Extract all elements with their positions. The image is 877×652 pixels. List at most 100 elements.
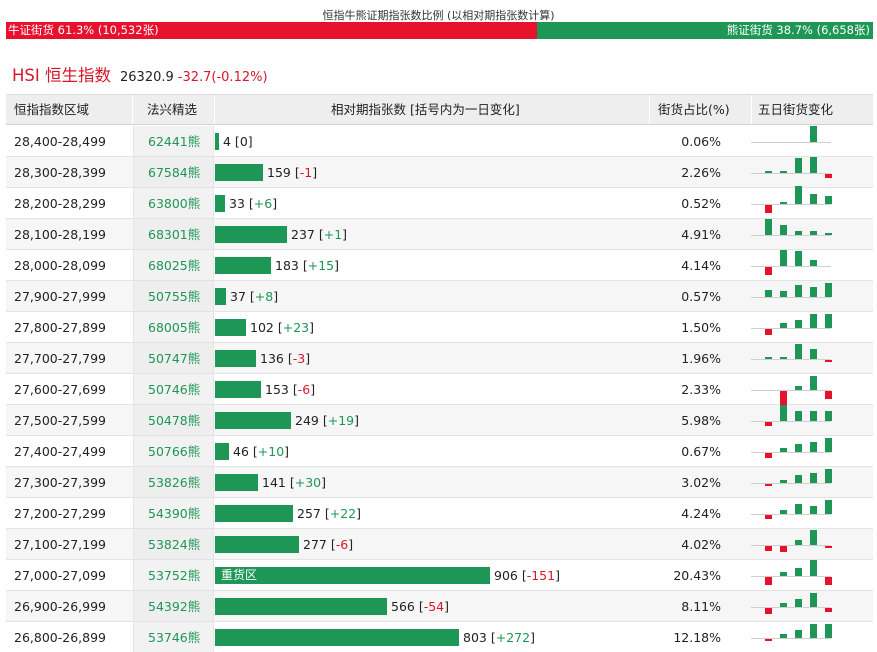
contracts-label: 183 [+15] [275,258,339,273]
warrant-code-link[interactable]: 53752熊 [148,568,201,583]
trend-bar [795,320,802,328]
contracts-bar [215,443,229,460]
trend-bar [810,287,817,297]
warrant-code-link[interactable]: 50755熊 [148,289,201,304]
trend-bar [780,634,787,638]
contracts-label: 159 [-1] [267,165,318,180]
contracts-bar [215,505,293,522]
range-cell: 27,900-27,999 [14,289,106,304]
contracts-bar [215,350,256,367]
daily-change: +8 [254,289,274,304]
warrant-code-link[interactable]: 67584熊 [148,165,201,180]
warrant-code-link[interactable]: 68301熊 [148,227,201,242]
contracts-label: 46 [+10] [233,444,290,459]
range-cell: 28,000-28,099 [14,258,106,273]
trend-bar [825,196,832,204]
trend-bar [765,608,772,614]
contracts-value: 249 [295,413,319,428]
trend-bar [780,250,787,266]
code-cell: 68301熊 [133,219,214,249]
trend-bar [810,376,817,390]
contracts-label: 906 [-151] [494,568,560,583]
share-cell: 0.52% [681,196,721,211]
table-row: 27,900-27,999 50755熊 37 [+8] 0.57% [6,281,873,312]
trend-bar [780,225,787,235]
header-contracts: 相对期指张数 [括号内为一日变化] [331,102,520,117]
code-cell: 53824熊 [133,529,214,559]
trend-bar [825,624,832,638]
trend-axis [751,235,831,236]
range-cell: 27,100-27,199 [14,537,106,552]
trend-bar [765,357,772,359]
table-row: 27,400-27,499 50766熊 46 [+10] 0.67% [6,436,873,467]
heavy-zone-label: 重货区 [221,568,258,582]
contracts-bar [215,629,459,646]
warrant-code-link[interactable]: 50746熊 [148,382,201,397]
trend-axis [751,576,831,577]
trend-bar [780,202,787,204]
warrant-code-link[interactable]: 63800熊 [148,196,201,211]
code-cell: 50766熊 [133,436,214,466]
trend-bar [765,577,772,585]
warrant-code-link[interactable]: 62441熊 [148,134,201,149]
trend-bar [825,500,832,514]
range-cell: 28,400-28,499 [14,134,106,149]
table-row: 27,700-27,799 50747熊 136 [-3] 1.96% [6,343,873,374]
table-row: 27,100-27,199 53824熊 277 [-6] 4.02% [6,529,873,560]
trend-bar [765,171,772,173]
trend-bar [780,448,787,452]
warrant-code-link[interactable]: 54392熊 [148,599,201,614]
trend-bar [810,157,817,173]
contracts-value: 33 [229,196,245,211]
contracts-label: 4 [0] [223,134,253,149]
trend-bar [780,546,787,552]
trend-bar [810,442,817,452]
table-row: 28,300-28,399 67584熊 159 [-1] 2.26% [6,157,873,188]
share-cell: 12.18% [673,630,721,645]
warrant-code-link[interactable]: 50747熊 [148,351,201,366]
trend-bar [780,171,787,173]
header-share: 街货占比(%) [658,102,730,117]
trend-bar [780,572,787,576]
contracts-label: 277 [-6] [303,537,354,552]
table-row: 28,000-28,099 68025熊 183 [+15] 4.14% [6,250,873,281]
warrant-code-link[interactable]: 68025熊 [148,258,201,273]
contracts-label: 136 [-3] [260,351,311,366]
trend-bar [825,233,832,235]
index-value: 26320.9 [120,70,174,85]
five-day-trend-chart [751,343,832,374]
warrant-code-link[interactable]: 53824熊 [148,537,201,552]
warrant-code-link[interactable]: 53826熊 [148,475,201,490]
trend-bar [825,469,832,483]
contracts-bar [215,536,299,553]
warrant-code-link[interactable]: 54390熊 [148,506,201,521]
trend-bar [780,603,787,607]
five-day-trend-chart [751,560,832,591]
code-cell: 63800熊 [133,188,214,218]
daily-change: -151 [526,568,556,583]
index-quote: HSI 恒生指数 26320.9 -32.7(-0.12%) [12,62,268,85]
trend-bar [795,599,802,607]
trend-bar [825,411,832,421]
range-cell: 27,800-27,899 [14,320,106,335]
daily-change: +15 [307,258,335,273]
warrant-code-link[interactable]: 53746熊 [148,630,201,645]
range-cell: 27,700-27,799 [14,351,106,366]
trend-bar [795,386,802,390]
contracts-value: 102 [250,320,274,335]
trend-bar [765,546,772,551]
five-day-trend-chart [751,467,832,498]
contracts-label: 237 [+1] [291,227,348,242]
contracts-label: 153 [-6] [265,382,316,397]
range-cell: 28,200-28,299 [14,196,106,211]
warrant-code-link[interactable]: 68005熊 [148,320,201,335]
five-day-trend-chart [751,281,832,312]
five-day-trend-chart [751,250,831,281]
index-name[interactable]: HSI 恒生指数 [12,66,111,85]
warrant-code-link[interactable]: 50766熊 [148,444,201,459]
code-cell: 68005熊 [133,312,214,342]
warrant-code-link[interactable]: 50478熊 [148,413,201,428]
contracts-value: 153 [265,382,289,397]
table-header: 恒指指数区域 法兴精选 相对期指张数 [括号内为一日变化] 街货占比(%) 五日… [6,94,873,125]
trend-axis [751,328,831,329]
